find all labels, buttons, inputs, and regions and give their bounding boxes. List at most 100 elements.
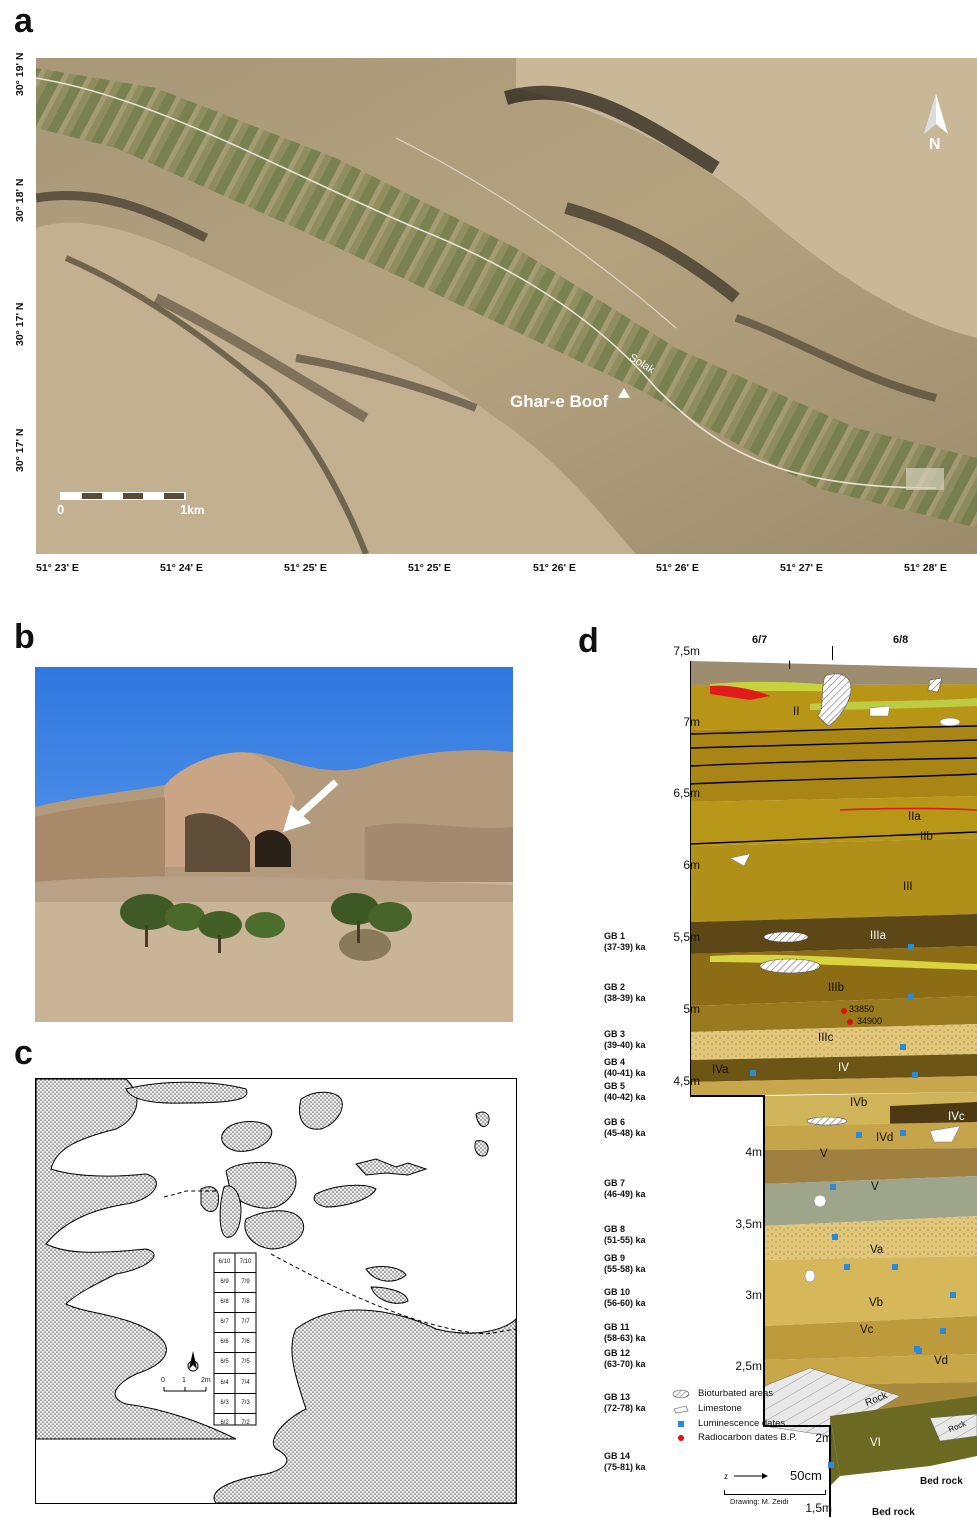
- gb-age: (58-63) ka: [604, 1333, 646, 1343]
- col-left-label: 6/7: [752, 634, 768, 646]
- grid-cell: 6/3: [220, 1399, 229, 1406]
- site-marker-icon: [618, 388, 630, 398]
- lon-label: 51° 28' E: [904, 562, 947, 574]
- gb-name: GB 8: [604, 1224, 626, 1234]
- gb-age: (37-39) ka: [604, 942, 646, 952]
- gb-sample: GB 5 (40-42) ka: [604, 1081, 646, 1103]
- grid-cell: 7/10: [239, 1259, 252, 1265]
- section-scale-arrow-icon: z: [724, 1472, 768, 1481]
- layer-label: III: [903, 881, 913, 893]
- radiocarbon-date: 34900: [857, 1016, 883, 1026]
- lat-label: 30° 17' N: [14, 302, 26, 346]
- gb-name: GB 1: [604, 931, 626, 941]
- satellite-map: N Ghar-e Boof Solak 0 1km: [36, 58, 977, 554]
- grid-cell: 7/3: [241, 1399, 250, 1406]
- grid-cell: 7/8: [241, 1299, 250, 1306]
- layer-label: Vc: [860, 1324, 874, 1336]
- panel-label-d: d: [578, 622, 599, 660]
- scale-start: 0: [57, 502, 65, 517]
- grid-row: 6/6 7/6: [214, 1333, 256, 1354]
- legend-limestone: Limestone: [698, 1403, 742, 1414]
- layer-label: Vd: [934, 1355, 949, 1367]
- layer-label: IIIc: [818, 1032, 834, 1044]
- scale-end-value: 1: [180, 502, 188, 517]
- grid-cell: 7/9: [241, 1279, 250, 1286]
- legend-luminescence: Luminescence dates: [698, 1418, 786, 1429]
- grid-row: 6/7 7/7: [214, 1313, 256, 1334]
- north-arrow: N: [918, 94, 954, 154]
- grid-cell: 6/9: [220, 1279, 229, 1286]
- gb-sample: GB 2 (38-39) ka: [604, 982, 646, 1004]
- gb-age: (38-39) ka: [604, 993, 646, 1003]
- grid-row: 6/5 7/5: [214, 1353, 256, 1374]
- layer-label: VI: [870, 1437, 881, 1449]
- gb-name: GB 6: [604, 1117, 626, 1127]
- depth-label: 2,5m: [735, 1359, 762, 1373]
- scale-end: 1km: [180, 502, 205, 517]
- scale-unit: km: [187, 503, 205, 517]
- gb-age: (46-49) ka: [604, 1189, 646, 1199]
- grid-cell: 7/5: [241, 1359, 250, 1366]
- layer-label: IVa: [712, 1064, 729, 1076]
- depth-label: 7m: [683, 715, 700, 729]
- cave-photo: [35, 667, 513, 1022]
- gb-name: GB 9: [604, 1253, 626, 1263]
- legend: Bioturbated areas Limestone Luminescence…: [672, 1386, 842, 1454]
- layer-label: Va: [870, 1244, 884, 1256]
- lat-label: 30° 18' N: [14, 178, 26, 222]
- grid-cell: 7/6: [241, 1339, 250, 1346]
- grid-cell: 6/5: [220, 1359, 229, 1366]
- gb-sample: GB 4 (40-41) ka: [604, 1057, 646, 1079]
- grid-row: 6/4 7/4: [214, 1374, 256, 1394]
- grid-cell: 6/2: [220, 1419, 229, 1426]
- layer-label: IIIa: [870, 930, 886, 942]
- layer-label: IVb: [850, 1097, 868, 1109]
- gb-age: (75-81) ka: [604, 1462, 646, 1472]
- depth-label: 5,5m: [673, 930, 700, 944]
- gb-age: (40-41) ka: [604, 1068, 646, 1078]
- section-scale-line: [724, 1490, 826, 1495]
- layer-label: II: [793, 706, 800, 718]
- gb-name: GB 7: [604, 1178, 626, 1188]
- panel-label-c: c: [14, 1034, 33, 1072]
- lon-label: 51° 27' E: [780, 562, 823, 574]
- plan-scale-1: 1: [182, 1377, 186, 1384]
- layer-label: V: [820, 1148, 828, 1160]
- gb-sample: GB 3 (39-40) ka: [604, 1029, 646, 1051]
- layer-label: IIIb: [828, 982, 844, 994]
- cave-arrow-icon: [283, 779, 339, 832]
- depth-label: 4,5m: [673, 1074, 700, 1088]
- layer-label: V: [871, 1181, 879, 1193]
- gb-age: (55-58) ka: [604, 1264, 646, 1274]
- gb-age: (40-42) ka: [604, 1092, 646, 1102]
- cave-plan: 6/10 7/10 6/9 7/9 6/8 7/8 6/7 7/7 6/6 7/6 6/5…: [35, 1078, 517, 1504]
- gb-sample: GB 8 (51-55) ka: [604, 1224, 646, 1246]
- plan-scale-0: 0: [161, 1377, 165, 1384]
- drawing-credit: Drawing: M. Zeidi: [730, 1497, 789, 1506]
- gb-sample: GB 13 (72-78) ka: [604, 1392, 646, 1414]
- satellite-image: [36, 58, 977, 554]
- legend-symbols: [672, 1389, 690, 1441]
- gb-age: (51-55) ka: [604, 1235, 646, 1245]
- gb-age: (63-70) ka: [604, 1359, 646, 1369]
- bedrock-label: Bed rock: [872, 1507, 915, 1518]
- grid-cell: 7/4: [241, 1379, 250, 1386]
- plan-scale-2-value: 2: [201, 1377, 205, 1384]
- depth-label: 7,5m: [673, 644, 700, 658]
- section-scale: z 50cm Drawing: M. Zeidi: [724, 1468, 864, 1510]
- layer-label: IV: [838, 1062, 849, 1074]
- lat-label: 30° 17' N: [14, 428, 26, 472]
- plan-scale-2: 2m: [201, 1377, 211, 1384]
- layer-label: IIa: [908, 811, 921, 823]
- gb-name: GB 10: [604, 1287, 631, 1297]
- gb-name: GB 12: [604, 1348, 631, 1358]
- grid-row: 6/2 7/2: [214, 1414, 256, 1433]
- gb-age: (45-48) ka: [604, 1128, 646, 1138]
- lon-label: 51° 24' E: [160, 562, 203, 574]
- plan-scale-unit: m: [204, 1377, 211, 1384]
- gb-name: GB 3: [604, 1029, 626, 1039]
- excavation-grid: 6/10 7/10 6/9 7/9 6/8 7/8 6/7 7/7 6/6 7/6 6/5…: [214, 1253, 256, 1426]
- legend-bioturbated: Bioturbated areas: [698, 1388, 773, 1399]
- cave-plan-drawing: [36, 1079, 516, 1503]
- grid-cell: 7/7: [241, 1319, 250, 1326]
